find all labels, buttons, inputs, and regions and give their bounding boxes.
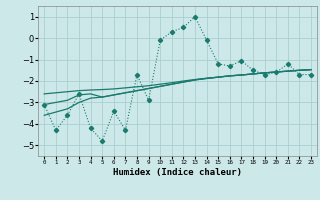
- X-axis label: Humidex (Indice chaleur): Humidex (Indice chaleur): [113, 168, 242, 177]
